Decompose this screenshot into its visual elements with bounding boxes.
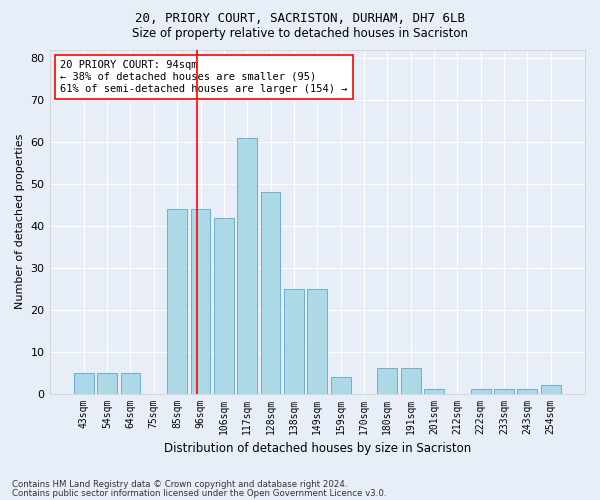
Bar	[424, 390, 444, 394]
Text: Size of property relative to detached houses in Sacriston: Size of property relative to detached ho…	[132, 28, 468, 40]
Bar	[74, 372, 94, 394]
Text: Contains public sector information licensed under the Open Government Licence v3: Contains public sector information licen…	[12, 488, 386, 498]
Bar	[377, 368, 397, 394]
Text: 20 PRIORY COURT: 94sqm
← 38% of detached houses are smaller (95)
61% of semi-det: 20 PRIORY COURT: 94sqm ← 38% of detached…	[60, 60, 348, 94]
Bar	[214, 218, 234, 394]
Text: Contains HM Land Registry data © Crown copyright and database right 2024.: Contains HM Land Registry data © Crown c…	[12, 480, 347, 489]
Bar	[517, 390, 538, 394]
Bar	[541, 385, 560, 394]
Bar	[238, 138, 257, 394]
Y-axis label: Number of detached properties: Number of detached properties	[15, 134, 25, 310]
X-axis label: Distribution of detached houses by size in Sacriston: Distribution of detached houses by size …	[164, 442, 471, 455]
Bar	[284, 289, 304, 394]
Bar	[167, 209, 187, 394]
Bar	[471, 390, 491, 394]
Text: 20, PRIORY COURT, SACRISTON, DURHAM, DH7 6LB: 20, PRIORY COURT, SACRISTON, DURHAM, DH7…	[135, 12, 465, 26]
Bar	[331, 377, 350, 394]
Bar	[191, 209, 211, 394]
Bar	[494, 390, 514, 394]
Bar	[401, 368, 421, 394]
Bar	[97, 372, 117, 394]
Bar	[121, 372, 140, 394]
Bar	[307, 289, 327, 394]
Bar	[260, 192, 280, 394]
